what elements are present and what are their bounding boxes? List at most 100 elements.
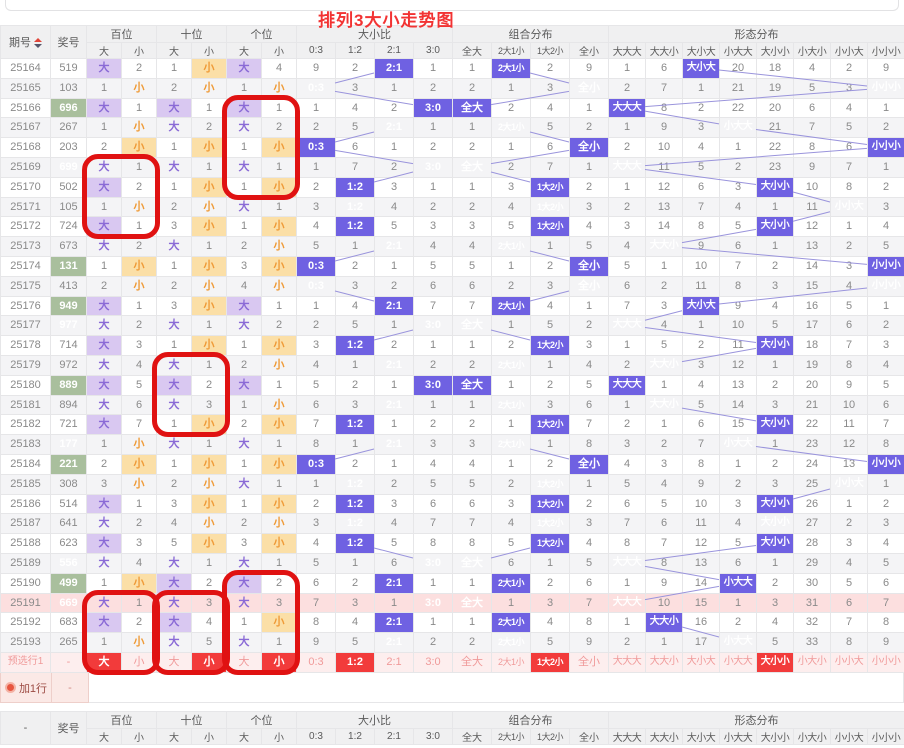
preselect-cell[interactable]: 大 [226,651,262,673]
header-sub-row: 大小大小大小 0:3 1:2 2:1 3:0 全大 2大1小 1大2小 全小 大大大 大大小 大小大小… [1,42,904,59]
cell: 4 [413,453,453,475]
cell: 2 [121,315,157,337]
cell: 1 [86,434,122,455]
cell: 全大 [452,315,492,337]
cell: 29 [793,552,831,574]
header-group-row: 期号 奖号 百位 十位 个位 大小比 组合分布 形态分布 [0,25,904,59]
panel-bottom-edge [5,0,899,11]
cell: 4 [413,236,453,257]
cell: 1大2小 [530,513,570,535]
cell: 5 [608,473,646,495]
cell: 5 [452,473,492,495]
cell: 2大1小 [491,632,531,653]
cell: 1:2 [335,473,375,495]
cell: 2 [121,612,157,634]
cell: 1 [191,315,227,337]
add-row-button[interactable]: 加1行 - [0,673,904,703]
cell: 3 [261,592,297,614]
preselect-cell[interactable]: 0:3 [296,651,336,673]
cell: 6 [719,552,757,574]
cell: 3 [719,493,757,515]
preselect-cell[interactable]: 1大2小 [530,651,570,673]
preselect-cell[interactable]: 大大大 [608,651,646,673]
cell: 1 [226,493,262,515]
cell: 1 [156,176,192,198]
preselect-cell[interactable]: 大小小 [756,651,794,673]
cell: 5 [491,533,531,554]
header-sub: 1大2小 [530,42,570,59]
preselect-cell[interactable]: 2大1小 [491,651,531,673]
cell: 小 [191,295,227,317]
preselect-cell[interactable]: 2:1 [374,651,414,673]
cell: 小 [121,255,157,277]
cell: 2 [452,137,492,158]
cell: 1:2 [335,513,375,535]
preselect-cell[interactable]: 小 [261,651,297,673]
preselect-cell[interactable]: 大大小 [645,651,683,673]
preselect-cell[interactable]: 全小 [569,651,609,673]
cell: 大 [86,552,122,574]
cell-prize: 131 [50,255,87,277]
cell: 5 [867,552,904,574]
cell: 小小小 [867,275,904,297]
cell: 2 [719,612,757,634]
cell: 12 [682,533,720,554]
cell-period: 25183 [0,434,51,455]
preselect-cell[interactable]: 3:0 [413,651,453,673]
preselect-cell[interactable]: 小大小 [793,651,831,673]
header-sub: 小大大 [719,42,757,59]
cell: 7 [452,295,492,317]
header-sub: 小小大 [830,42,868,59]
header-sub: 全大 [452,728,492,745]
add-row-cell[interactable]: 加1行 [0,673,52,703]
cell: 3:0 [413,97,453,119]
cell-period: 25193 [0,632,51,653]
preselect-cell[interactable]: 小小小 [867,651,904,673]
preselect-cell[interactable]: 全大 [452,651,492,673]
cell: 大 [226,315,262,337]
cell: 16 [682,612,720,634]
cell: 全小 [569,137,609,158]
header-period[interactable]: 期号 [0,25,51,59]
cell: 14 [645,216,683,238]
preselect-cell[interactable]: 小 [121,651,157,673]
cell: 1 [413,335,453,356]
cell: 6 [491,552,531,574]
preselect-cell[interactable]: 大 [86,651,122,673]
cell: 9 [569,58,609,79]
cell: 小 [191,473,227,495]
cell: 6 [452,493,492,515]
cell: 23 [756,156,794,178]
header-group: 百位 [86,711,157,729]
cell: 2 [569,117,609,139]
preselect-label: 预选行1 [0,651,51,673]
header-sub-row: 大小大小大小 0:3 1:2 2:1 3:0 全大 2大1小 1大2小 全小 大大大 大大小 大小大小… [1,728,904,745]
cell: 10 [645,137,683,158]
cell-prize: 308 [50,473,87,495]
preselect-cell[interactable]: 大 [156,651,192,673]
preselect-cell[interactable]: 小小大 [830,651,868,673]
header-sub: 2大1小 [491,42,531,59]
cell: 小 [261,394,297,416]
cell: 小小小 [867,255,904,277]
cell: 6 [569,394,609,416]
cell: 10 [645,592,683,614]
cell: 1 [121,97,157,119]
cell: 2 [261,117,297,139]
cell: 3 [374,493,414,515]
cell-period: 25192 [0,612,51,634]
sort-icon[interactable] [34,38,42,49]
cell: 小 [261,354,297,376]
cell: 5 [719,216,757,238]
cell: 3 [121,533,157,554]
preselect-cell[interactable]: 小大大 [719,651,757,673]
preselect-cell[interactable]: 大小大 [682,651,720,673]
cell: 2 [830,236,868,257]
preselect-cell[interactable]: 1:2 [335,651,375,673]
cell: 4 [335,295,375,317]
cell: 1 [374,592,414,614]
cell: 2大1小 [491,236,531,257]
cell: 1 [719,453,757,475]
cell: 10 [682,255,720,277]
preselect-cell[interactable]: 小 [191,651,227,673]
